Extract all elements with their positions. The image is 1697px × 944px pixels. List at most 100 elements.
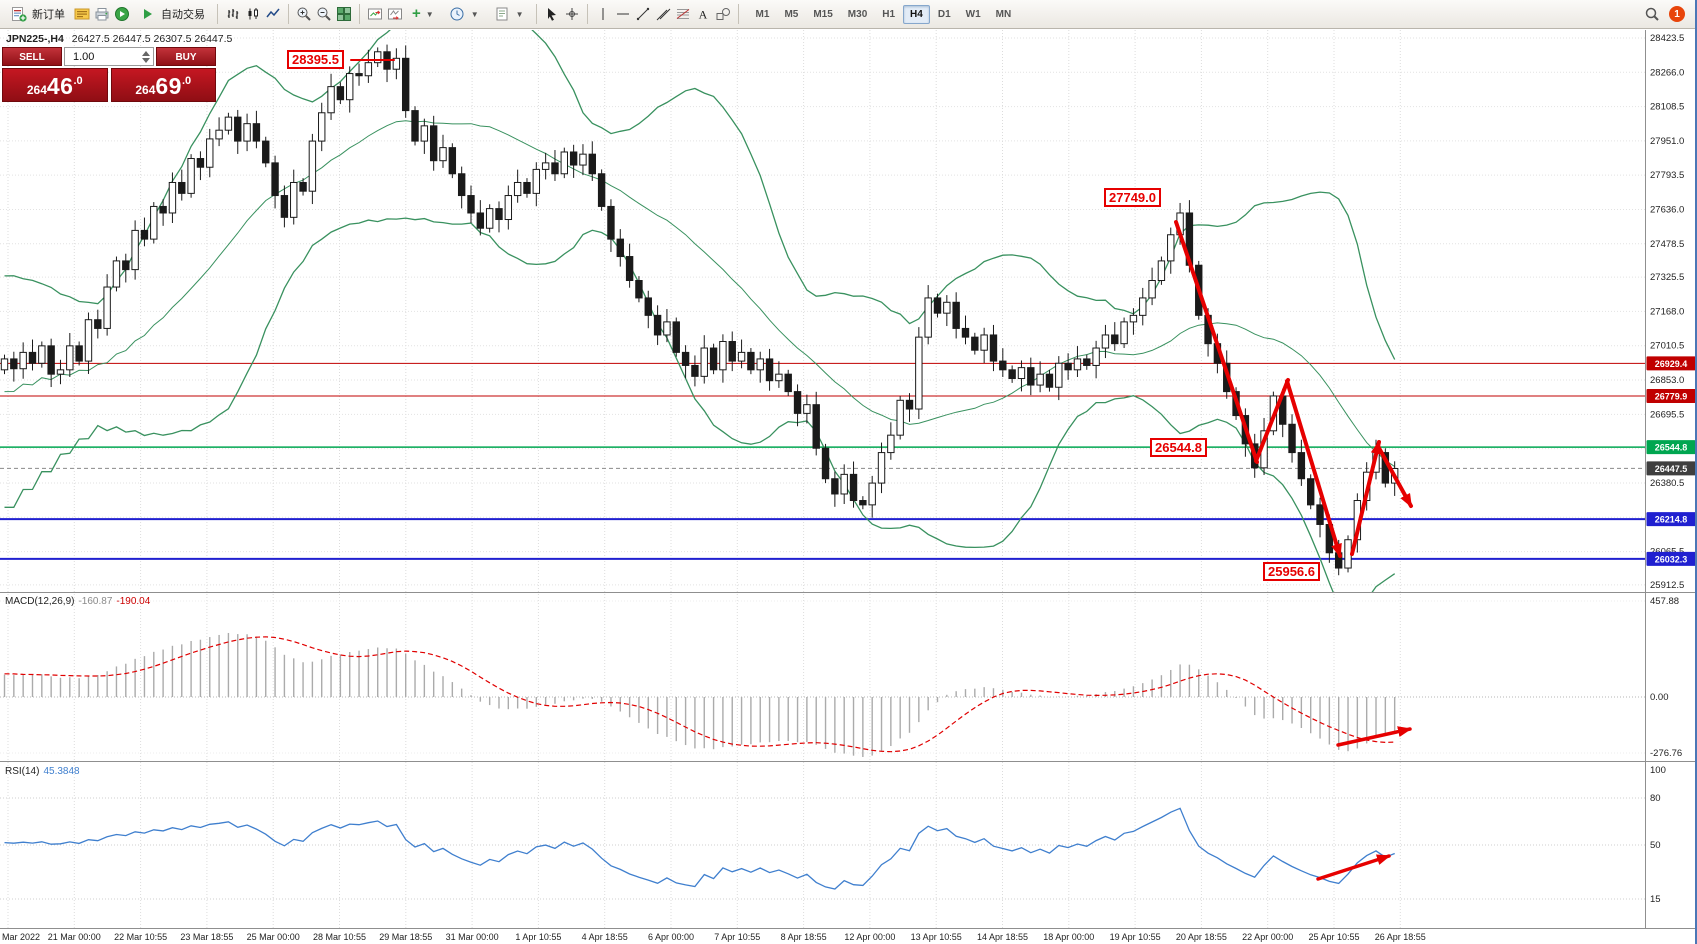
toolbar-right-cluster: 1 [1643,5,1691,23]
price-annotation[interactable]: 28395.5 [287,50,344,69]
tile-windows-icon[interactable] [335,5,353,23]
svg-text:23 Mar 18:55: 23 Mar 18:55 [180,932,233,942]
symbol-ohlc-readout: JPN225-,H4 26427.5 26447.5 26307.5 26447.… [6,33,232,45]
timeframe-h4-button[interactable]: H4 [903,4,930,24]
price-badge [1646,461,1695,476]
svg-text:A: A [698,8,707,22]
sell-price-button[interactable]: 26446.0 [2,68,108,102]
template-button[interactable]: ▼ [487,2,530,26]
timeframe-m30-button[interactable]: M30 [847,8,868,20]
timeframe-mn-button[interactable]: MN [995,8,1012,20]
svg-text:25 Mar 00:00: 25 Mar 00:00 [247,932,300,942]
rsi-indicator-label: RSI(14) 45.3848 [5,766,80,777]
spin-up-icon[interactable] [142,50,150,56]
price-badge [1646,388,1695,403]
volume-spin-buttons[interactable] [142,50,150,63]
symbol-title: JPN225-,H4 [6,33,64,45]
svg-text:25912.5: 25912.5 [1650,580,1684,591]
spin-down-icon[interactable] [142,57,150,63]
autoscroll-icon[interactable] [366,5,384,23]
horizontal-line-tool-icon[interactable] [614,5,632,23]
print-icon[interactable] [93,5,111,23]
sell-button[interactable]: SELL [2,47,62,66]
new-order-button[interactable]: 新订单 [4,2,71,26]
timeframe-h1-button[interactable]: H1 [882,8,896,20]
svg-text:26853.0: 26853.0 [1650,375,1684,386]
svg-text:26695.5: 26695.5 [1650,409,1684,420]
rsi-value: 45.3848 [43,766,80,777]
sell-price-fraction: .0 [73,75,83,87]
panel-separators[interactable] [0,30,1697,929]
macd-indicator-label: MACD(12,26,9) -160.87 -190.04 [5,596,150,607]
zoom-in-icon[interactable] [295,5,313,23]
autotrading-play-icon [139,5,157,23]
crosshair-icon[interactable] [563,5,581,23]
channel-tool-icon[interactable] [654,5,672,23]
toolbar-separator [359,4,360,24]
zoom-out-icon[interactable] [315,5,333,23]
add-indicator-button[interactable]: + ▼ [406,2,440,26]
svg-text:28108.5: 28108.5 [1650,102,1684,113]
bar-chart-mode-icon[interactable] [224,5,242,23]
svg-text:Mar 2022: Mar 2022 [2,932,40,942]
price-badge [1646,356,1695,371]
timeframe-d1-button[interactable]: D1 [937,8,951,20]
macd-signal-value: -190.04 [116,596,151,607]
svg-text:1 Apr 10:55: 1 Apr 10:55 [515,932,561,942]
macd-name: MACD(12,26,9) [5,596,75,607]
vertical-line-tool-icon[interactable] [594,5,612,23]
notification-badge[interactable]: 1 [1669,6,1685,22]
volume-stepper[interactable]: 1.00 [64,47,154,66]
volume-value[interactable]: 1.00 [73,50,95,63]
cursor-icon[interactable] [543,5,561,23]
svg-text:27010.5: 27010.5 [1650,341,1684,352]
chevron-down-icon: ▼ [515,9,524,19]
svg-text:25 Apr 10:55: 25 Apr 10:55 [1308,932,1359,942]
svg-text:26447.5: 26447.5 [1655,464,1688,474]
svg-text:28 Mar 10:55: 28 Mar 10:55 [313,932,366,942]
candlestick-mode-icon[interactable] [244,5,262,23]
indicator-layer [0,600,1645,900]
shapes-tool-icon[interactable] [714,5,732,23]
buy-price-button[interactable]: 26469.0 [110,68,216,102]
search-icon[interactable] [1643,5,1661,23]
price-annotation[interactable]: 25956.6 [1263,562,1320,581]
periodicity-button[interactable]: ▼ [442,2,485,26]
new-order-icon [10,5,28,23]
timeframe-m1-button[interactable]: M1 [755,8,770,20]
svg-text:50: 50 [1650,840,1661,851]
fibonacci-tool-icon[interactable] [674,5,692,23]
toolbar-separator [586,4,588,24]
rsi-name: RSI(14) [5,766,40,777]
buy-button[interactable]: BUY [156,47,216,66]
line-chart-mode-icon[interactable] [264,5,282,23]
timeframe-toolbar: M1 M5 M15 M30 H1 H4 D1 W1 MN [749,4,1019,24]
expert-advisor-icon[interactable] [113,5,131,23]
svg-text:15: 15 [1650,894,1661,905]
clock-icon [448,5,466,23]
svg-text:22 Mar 10:55: 22 Mar 10:55 [114,932,167,942]
svg-text:28266.0: 28266.0 [1650,67,1684,78]
text-tool-icon[interactable]: A [694,5,712,23]
trendline-tool-icon[interactable] [634,5,652,23]
trend-arrows-layer[interactable] [350,59,1413,881]
toolbar-separator [217,4,218,24]
ohlc-values: 26427.5 26447.5 26307.5 26447.5 [71,33,233,45]
timeframe-m5-button[interactable]: M5 [784,8,799,20]
macd-main-value: -160.87 [78,596,113,607]
price-badge [1646,512,1695,527]
price-annotation[interactable]: 27749.0 [1104,188,1161,207]
svg-text:26032.3: 26032.3 [1655,554,1688,564]
svg-text:21 Mar 00:00: 21 Mar 00:00 [48,932,101,942]
svg-text:18 Apr 00:00: 18 Apr 00:00 [1043,932,1094,942]
autotrading-button[interactable]: 自动交易 [133,2,211,26]
toolbar-separator [288,4,289,24]
quotes-window-icon[interactable] [73,5,91,23]
timeframe-w1-button[interactable]: W1 [965,8,981,20]
timeframe-m15-button[interactable]: M15 [813,8,833,20]
price-axis[interactable]: Mar 2022 21 Mar 00:00 22 Mar 10:55 23 Mar 1… [2,33,1696,942]
chart-shift-icon[interactable] [386,5,404,23]
price-annotation[interactable]: 26544.8 [1150,438,1207,457]
candles-layer[interactable] [0,15,1399,618]
